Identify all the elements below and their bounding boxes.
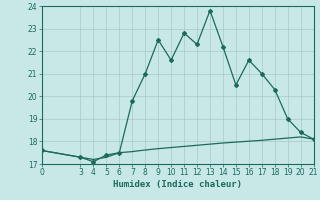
X-axis label: Humidex (Indice chaleur): Humidex (Indice chaleur) <box>113 180 242 189</box>
